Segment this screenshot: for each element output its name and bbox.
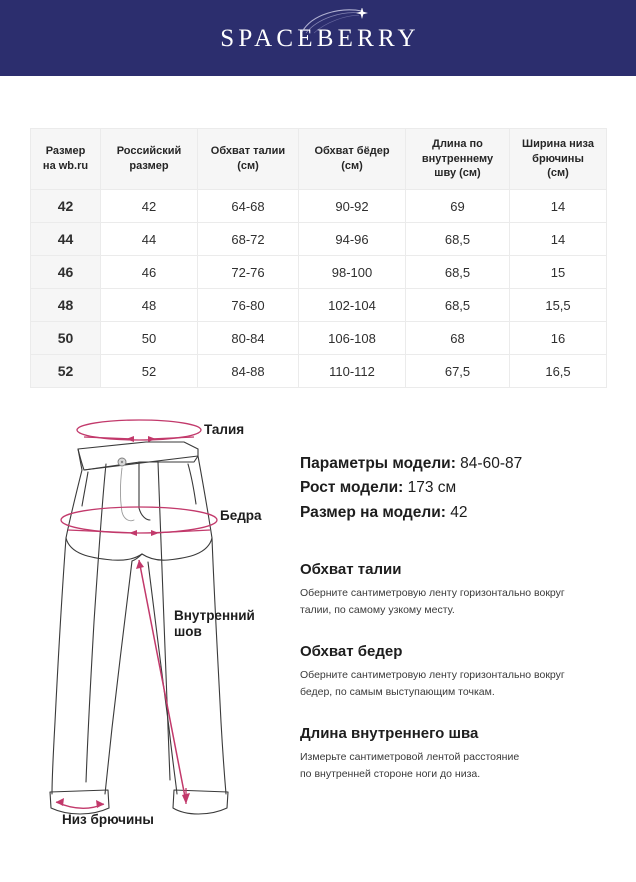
model-height-label: Рост модели: [300,479,404,497]
cell-hips: 90-92 [298,189,406,223]
brand-logo: SPACEBERRY [216,7,420,52]
cell-russian-size: 42 [100,189,198,223]
guide-text: Оберните сантиметровую ленту горизонталь… [300,669,565,699]
cell-waist: 72-76 [197,255,299,289]
cell-hem-width: 16,5 [509,354,607,388]
column-header-inseam: Длина по внутреннему шву (см) [405,128,510,190]
cell-hem-width: 14 [509,189,607,223]
info-column: Параметры модели: 84-60-87 Рост модели: … [300,452,618,807]
column-header-hem-width: Ширина низа брючины (см) [509,128,607,190]
model-params-line: Параметры модели: 84-60-87 [300,452,618,476]
hips-ellipse [60,506,218,534]
column-header-wb-size: Размер на wb.ru [30,128,101,190]
guide-block-hips: Обхват бедер Оберните сантиметровую лент… [300,643,618,701]
cell-wb-size: 46 [30,255,101,289]
cell-wb-size: 44 [30,222,101,256]
cell-waist: 80-84 [197,321,299,355]
cell-russian-size: 50 [100,321,198,355]
guide-text: Измерьте сантиметровой лентой расстояние… [300,751,520,781]
trousers-diagram: Талия Бедра Внутренний шов Низ брючины [22,412,302,852]
model-size-line: Размер на модели: 42 [300,501,618,525]
cell-inseam: 67,5 [405,354,510,388]
table-row: 50 50 80-84 106-108 68 16 [30,321,607,355]
cell-russian-size: 44 [100,222,198,256]
hem-arrows [55,798,105,809]
table-row: 46 46 72-76 98-100 68,5 15 [30,255,607,289]
label-waist: Талия [204,422,245,437]
cell-waist: 64-68 [197,189,299,223]
table-row: 44 44 68-72 94-96 68,5 14 [30,222,607,256]
table-header-row: Размер на wb.ru Российский размер Обхват… [30,128,607,190]
model-size-label: Размер на модели: [300,503,446,521]
table-row: 48 48 76-80 102-104 68,5 15,5 [30,288,607,322]
guide-title: Длина внутреннего шва [300,725,479,743]
label-hips: Бедра [220,508,262,523]
column-header-russian-size: Российский размер [100,128,198,190]
cell-hem-width: 15 [509,255,607,289]
cell-hips: 102-104 [298,288,406,322]
cell-inseam: 68,5 [405,288,510,322]
cell-inseam: 69 [405,189,510,223]
column-header-waist: Обхват талии (см) [197,128,299,190]
model-height-value: 173 см [407,479,457,497]
cell-russian-size: 52 [100,354,198,388]
cell-hips: 106-108 [298,321,406,355]
model-parameters: Параметры модели: 84-60-87 Рост модели: … [300,452,618,525]
cell-hips: 110-112 [298,354,406,388]
model-size-value: 42 [450,503,468,521]
model-params-value: 84-60-87 [460,455,523,472]
cell-wb-size: 52 [30,354,101,388]
guide-title: Обхват бедер [300,643,403,661]
column-header-hips: Обхват бёдер (см) [298,128,406,190]
label-inseam: Внутренний шов [174,608,255,639]
measurement-guide-section: Талия Бедра Внутренний шов Низ брючины П… [0,412,636,882]
table-row: 42 42 64-68 90-92 69 14 [30,189,607,223]
cell-hem-width: 16 [509,321,607,355]
label-hem: Низ брючины [62,812,154,827]
cell-russian-size: 48 [100,288,198,322]
guide-title: Обхват талии [300,561,402,579]
cell-waist: 76-80 [197,288,299,322]
cell-wb-size: 50 [30,321,101,355]
guide-text: Оберните сантиметровую ленту горизонталь… [300,587,565,617]
cell-waist: 84-88 [197,354,299,388]
size-chart-table: Размер на wb.ru Российский размер Обхват… [30,128,607,388]
trousers-illustration-svg [49,419,229,815]
cell-inseam: 68,5 [405,222,510,256]
cell-hem-width: 14 [509,222,607,256]
cell-hem-width: 15,5 [509,288,607,322]
cell-russian-size: 46 [100,255,198,289]
guide-block-waist: Обхват талии Оберните сантиметровую лент… [300,561,618,619]
table-row: 52 52 84-88 110-112 67,5 16,5 [30,354,607,388]
brand-header: SPACEBERRY [0,0,636,76]
cell-inseam: 68,5 [405,255,510,289]
model-params-label: Параметры модели: [300,455,456,472]
cell-wb-size: 42 [30,189,101,223]
cell-inseam: 68 [405,321,510,355]
cell-wb-size: 48 [30,288,101,322]
brand-wordmark: SPACEBERRY [220,24,420,52]
guide-block-inseam: Длина внутреннего шва Измерьте сантиметр… [300,725,618,783]
waist-ellipse [76,419,202,441]
size-table-head: Размер на wb.ru Российский размер Обхват… [30,128,607,190]
model-height-line: Рост модели: 173 см [300,476,618,500]
cell-hips: 94-96 [298,222,406,256]
size-table-body: 42 42 64-68 90-92 69 14 44 44 68-72 94-9… [30,189,607,388]
cell-waist: 68-72 [197,222,299,256]
size-table-section: Размер на wb.ru Российский размер Обхват… [0,76,636,388]
cell-hips: 98-100 [298,255,406,289]
